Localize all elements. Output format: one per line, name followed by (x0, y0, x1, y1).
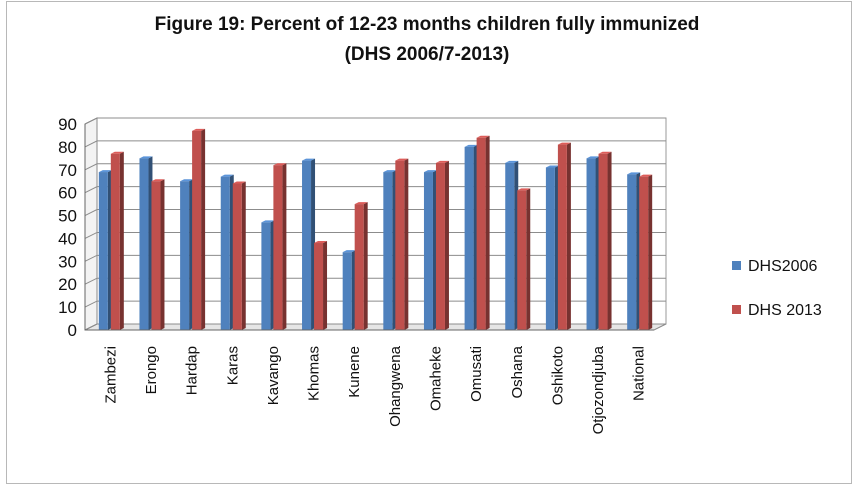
bar-dhs2013-oshana (517, 188, 531, 330)
plot-walls (84, 117, 667, 331)
legend-label: DHS2006 (748, 258, 817, 275)
bar-dhs2013-hardap (192, 128, 206, 330)
bar-dhs2006-otjozondjuba (586, 156, 600, 330)
y-axis: 0 10 20 30 40 50 60 70 80 90 (58, 115, 86, 340)
x-tick-label: Omaheke (427, 346, 444, 411)
bar-dhs2006-khomas (302, 158, 316, 330)
bar-dhs2013-erongo (151, 179, 165, 330)
x-tick-label: Zambezi (102, 346, 119, 404)
x-tick-label: Kavango (265, 346, 282, 405)
x-tick-label: Hardap (184, 346, 201, 395)
x-tick-label: Ohangwena (387, 345, 404, 427)
bar-dhs2006-oshikoto (545, 165, 559, 330)
y-tick-label: 40 (58, 229, 77, 248)
x-tick-label: Otjozondjuba (590, 345, 607, 434)
y-tick-label: 30 (58, 252, 77, 271)
y-tick-label: 90 (58, 115, 77, 134)
y-tick-label: 20 (58, 275, 77, 294)
bar-dhs2013-national (639, 174, 653, 330)
y-tick-label: 60 (58, 184, 77, 203)
floor (84, 323, 667, 331)
bar-dhs2013-otjozondjuba (598, 151, 612, 330)
gridline (84, 117, 666, 125)
y-tick-label: 50 (58, 207, 77, 226)
bar-dhs2006-kunene (342, 250, 356, 330)
legend-swatch (732, 305, 741, 314)
bar-dhs2013-zambezi (110, 151, 124, 330)
x-tick-label: Karas (224, 346, 241, 385)
x-tick-label: Oshana (509, 345, 526, 398)
bar-dhs2006-national (627, 172, 641, 330)
bar-dhs2006-omusati (464, 144, 478, 330)
y-tick-label: 10 (58, 298, 77, 317)
bars (98, 128, 653, 330)
x-tick-label: Khomas (306, 346, 323, 401)
bar-dhs2006-oshana (505, 160, 519, 330)
bar-dhs2013-kavango (273, 163, 287, 330)
y-tick-label: 0 (68, 321, 77, 340)
y-tick-label: 80 (58, 138, 77, 157)
x-tick-label: Omusati (468, 346, 485, 402)
bar-dhs2006-karas (220, 174, 234, 330)
bar-dhs2006-hardap (180, 179, 194, 330)
x-axis: Zambezi Erongo Hardap Karas Kavango Khomas Kun… (85, 329, 654, 434)
bar-dhs2013-karas (232, 181, 246, 330)
legend: DHS2006 DHS 2013 (732, 258, 822, 319)
bar-dhs2013-omaheke (435, 160, 449, 330)
bar-dhs2006-zambezi (98, 170, 112, 330)
y-tick-label: 70 (58, 161, 77, 180)
legend-item-dhs2013: DHS 2013 (732, 302, 822, 319)
legend-swatch (732, 261, 741, 270)
bar-dhs2013-omusati (476, 135, 490, 330)
x-tick-label: Oshikoto (549, 346, 566, 405)
bar-dhs2006-kavango (261, 220, 275, 330)
gridline (84, 140, 666, 148)
x-tick-label: Erongo (143, 346, 160, 394)
side-wall (84, 117, 98, 331)
bar-dhs2013-khomas (314, 241, 328, 330)
bar-dhs2013-oshikoto (557, 142, 571, 330)
legend-label: DHS 2013 (748, 302, 822, 319)
chart-title: Figure 19: Percent of 12-23 months child… (154, 14, 700, 35)
bar-dhs2006-erongo (139, 156, 153, 330)
bar-dhs2006-ohangwena (383, 170, 397, 330)
x-tick-label: National (631, 346, 648, 401)
bar-dhs2013-ohangwena (395, 158, 409, 330)
bar-dhs2013-kunene (354, 202, 368, 330)
x-tick-label: Kunene (346, 346, 363, 398)
chart-subtitle: (DHS 2006/7-2013) (344, 44, 510, 65)
bar-dhs2006-omaheke (423, 170, 437, 330)
legend-item-dhs2006: DHS2006 (732, 258, 817, 275)
